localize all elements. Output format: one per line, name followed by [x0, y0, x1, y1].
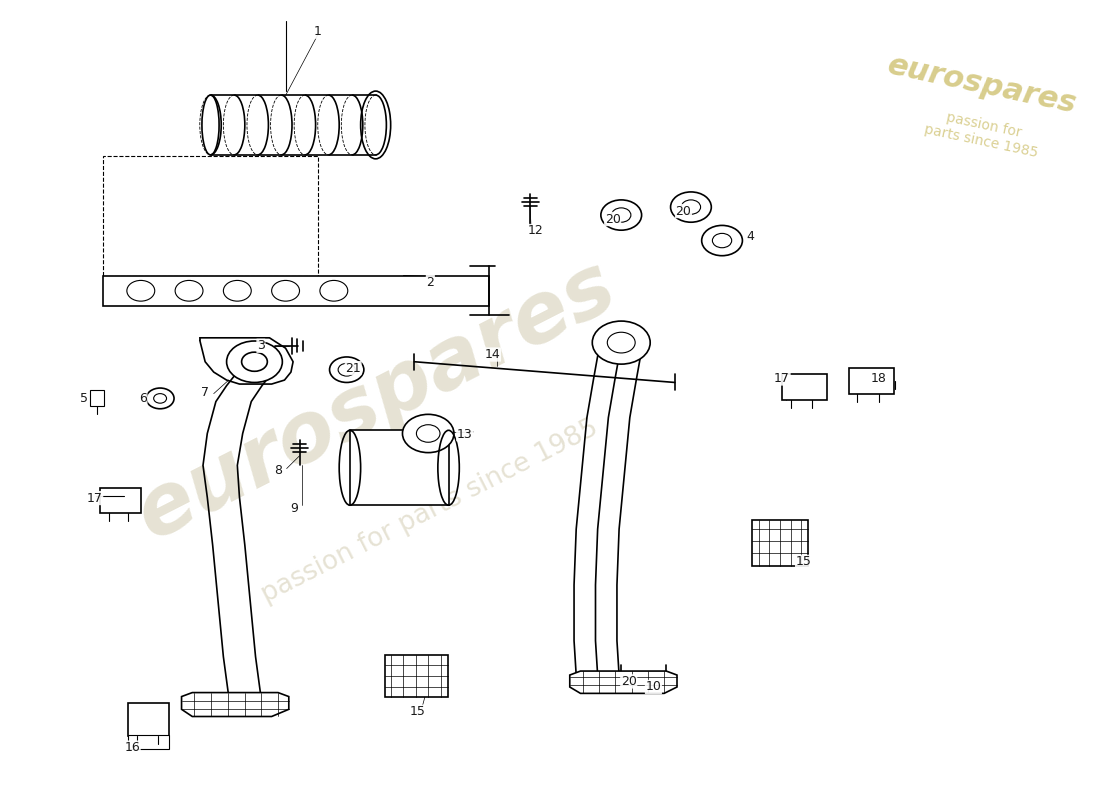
Text: 13: 13 [456, 428, 473, 441]
Circle shape [330, 357, 364, 382]
Circle shape [223, 281, 251, 301]
Circle shape [612, 208, 631, 222]
Text: 15: 15 [795, 555, 812, 568]
Circle shape [713, 234, 732, 248]
Circle shape [403, 414, 454, 453]
Circle shape [320, 281, 348, 301]
Text: 9: 9 [290, 502, 298, 515]
Text: 3: 3 [257, 339, 265, 352]
Bar [103, 156, 318, 276]
Text: 15: 15 [409, 706, 426, 718]
Bar [103, 276, 490, 306]
Text: passion for parts since 1985: passion for parts since 1985 [257, 415, 603, 608]
Circle shape [702, 226, 743, 256]
Bar [385, 655, 448, 697]
Bar [350, 430, 449, 506]
Text: eurospares: eurospares [123, 244, 630, 556]
Circle shape [681, 200, 701, 214]
Text: 6: 6 [139, 392, 147, 405]
Text: 16: 16 [124, 741, 140, 754]
Text: 20: 20 [675, 205, 692, 218]
Polygon shape [182, 693, 289, 717]
Text: 14: 14 [485, 348, 501, 361]
Circle shape [338, 363, 355, 376]
Text: 1: 1 [314, 25, 321, 38]
Bar [752, 519, 807, 566]
Text: passion for
parts since 1985: passion for parts since 1985 [923, 106, 1043, 160]
Polygon shape [570, 671, 676, 694]
Circle shape [175, 281, 204, 301]
Circle shape [242, 352, 267, 371]
Circle shape [272, 281, 299, 301]
Text: 5: 5 [80, 392, 88, 405]
Circle shape [601, 200, 641, 230]
Circle shape [592, 321, 650, 364]
Bar [100, 488, 141, 514]
Bar [128, 703, 168, 737]
Bar [90, 390, 104, 406]
Text: 21: 21 [345, 362, 361, 374]
Text: 8: 8 [274, 464, 282, 477]
Circle shape [607, 332, 635, 353]
Circle shape [154, 394, 166, 403]
Circle shape [227, 341, 283, 382]
Circle shape [417, 425, 440, 442]
Bar [848, 368, 893, 394]
Text: 17: 17 [774, 372, 790, 385]
Circle shape [126, 281, 155, 301]
Text: 20: 20 [620, 675, 637, 688]
Text: 2: 2 [427, 275, 434, 289]
Text: eurospares: eurospares [886, 51, 1080, 119]
Text: 12: 12 [528, 225, 543, 238]
Bar [128, 735, 168, 749]
Circle shape [146, 388, 174, 409]
Circle shape [671, 192, 712, 222]
Text: 10: 10 [646, 681, 661, 694]
Text: 4: 4 [746, 230, 754, 243]
Text: 18: 18 [871, 372, 887, 385]
Text: 7: 7 [201, 386, 209, 398]
Bar [782, 374, 827, 400]
Text: 20: 20 [605, 213, 620, 226]
Text: 17: 17 [87, 491, 102, 505]
